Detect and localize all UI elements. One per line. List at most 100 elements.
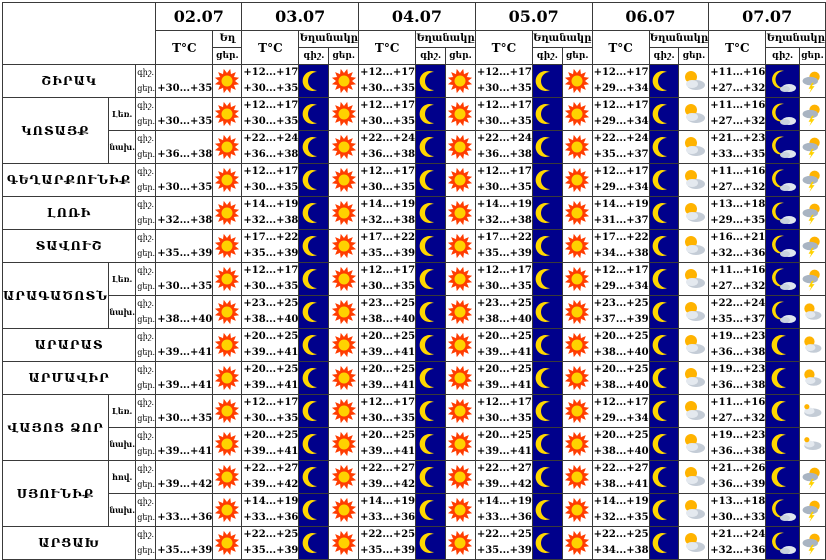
temperature-cell: +20...+25 +38...+40: [591, 427, 650, 461]
sun-icon: [447, 232, 475, 260]
moon-icon: [299, 166, 328, 194]
weather-header: Եղ: [212, 30, 243, 48]
day-temp: +36...+38: [243, 149, 299, 160]
weather-cell: [798, 97, 826, 131]
temperature-cell: +32...+38: [155, 196, 214, 230]
day-night-labels: գիշ. ցեր.: [135, 493, 157, 527]
night-label: գիշ.: [137, 266, 155, 275]
moon-icon: [533, 232, 562, 260]
temperature-cell: +11...+16 +27...+32: [708, 394, 767, 428]
temperature-cell: +20...+25 +39...+41: [358, 361, 417, 395]
weather-cell: [531, 130, 563, 164]
night-subheader: գիշ.: [648, 47, 680, 65]
night-temp: +11...+16: [710, 166, 766, 177]
night-temp: +16...+21: [710, 232, 766, 243]
day-subheader: ցեր.: [328, 47, 360, 65]
temperature-cell: +20...+25 +39...+41: [241, 328, 300, 362]
moon-icon: [533, 529, 562, 557]
corner-cell: [1, 2, 157, 65]
weather-cell: [531, 229, 563, 263]
weather-cell: [298, 328, 330, 362]
moon-cloud-icon: [767, 100, 798, 128]
moon-icon: [416, 298, 445, 326]
weather-cell: [212, 493, 243, 527]
weather-cell: [531, 361, 563, 395]
sun-icon: [563, 430, 591, 458]
day-temp: +27...+32: [710, 413, 766, 424]
night-temp: +12...+17: [476, 397, 532, 408]
weather-cell: [415, 328, 447, 362]
sun-icon: [330, 166, 358, 194]
weather-cell: [648, 229, 680, 263]
moon-icon: [416, 430, 445, 458]
thunderstorm-icon: [800, 201, 824, 225]
day-temp: +30...+35: [360, 281, 416, 292]
weather-cell: [531, 328, 563, 362]
weather-cell: [561, 196, 593, 230]
day-temp: +39...+42: [476, 479, 532, 490]
weather-cell: [298, 460, 330, 494]
day-temp: +39...+41: [243, 347, 299, 358]
thunderstorm-icon: [800, 135, 824, 159]
sun-icon: [563, 496, 591, 524]
weather-cell: [531, 493, 563, 527]
weather-header: Եղանակը: [415, 30, 476, 48]
moon-icon: [533, 265, 562, 293]
weather-cell: [678, 130, 710, 164]
night-temp: +13...+18: [710, 496, 766, 507]
night-temp: +14...+19: [243, 496, 299, 507]
night-temp: +12...+17: [243, 397, 299, 408]
moon-icon: [416, 265, 445, 293]
day-temp: +39...+41: [476, 380, 532, 391]
night-label: գիշ.: [137, 530, 155, 539]
weather-cell: [212, 163, 243, 197]
moon-icon: [767, 430, 798, 458]
temperature-cell: +19...+23 +36...+38: [708, 427, 767, 461]
day-subheader: ցեր.: [561, 47, 593, 65]
day-temp: +39...+42: [243, 479, 299, 490]
moon-icon: [767, 463, 798, 491]
region-row: ԼՈՌԻ գիշ. ցեր. +32...+38 +14...+19 +32...+38 +…: [1, 196, 826, 230]
sun-icon: [214, 496, 241, 524]
temperature-cell: +36...+38: [155, 130, 214, 164]
sun-icon: [563, 463, 591, 491]
weather-cell: [445, 130, 476, 164]
night-temp: +12...+17: [243, 166, 299, 177]
moon-icon: [650, 67, 678, 95]
weather-cell: [798, 295, 826, 329]
moon-icon: [299, 232, 328, 260]
weather-cell: [212, 394, 243, 428]
night-temp: +13...+18: [710, 199, 766, 210]
sun-icon: [447, 67, 475, 95]
weather-cell: [328, 427, 360, 461]
sun-icon: [214, 463, 241, 491]
date-header: 05.07: [474, 2, 593, 31]
day-night-labels: գիշ. ցեր.: [135, 229, 157, 263]
weather-cell: [561, 97, 593, 131]
night-temp: +12...+17: [360, 67, 416, 78]
night-temp: [157, 528, 212, 544]
moon-cloud-icon: [767, 166, 798, 194]
weather-cell: [678, 229, 710, 263]
temperature-cell: +21...+24 +32...+36: [708, 526, 767, 560]
weather-cell: [415, 460, 447, 494]
thunderstorm-icon: [800, 69, 824, 93]
temperature-cell: +22...+24 +36...+38: [474, 130, 533, 164]
night-temp: +20...+25: [243, 331, 299, 342]
weather-cell: [798, 361, 826, 395]
subregion-label: Լեռ.: [108, 394, 137, 428]
thunderstorm-icon: [800, 531, 824, 555]
cloud-sun-icon: [680, 133, 708, 161]
temperature-cell: +20...+25 +39...+41: [241, 361, 300, 395]
temperature-cell: +22...+25 +34...+38: [591, 526, 650, 560]
day-temp: +30...+35: [360, 182, 416, 193]
weather-cell: [298, 163, 330, 197]
sun-icon: [447, 199, 475, 227]
day-subheader: ցեր.: [445, 47, 476, 65]
cloud-sun-icon: [680, 199, 708, 227]
weather-cell: [531, 394, 563, 428]
weather-cell: [415, 229, 447, 263]
temperature-cell: +12...+17 +30...+35: [358, 163, 417, 197]
temperature-cell: +22...+27 +39...+42: [358, 460, 417, 494]
weather-cell: [648, 526, 680, 560]
